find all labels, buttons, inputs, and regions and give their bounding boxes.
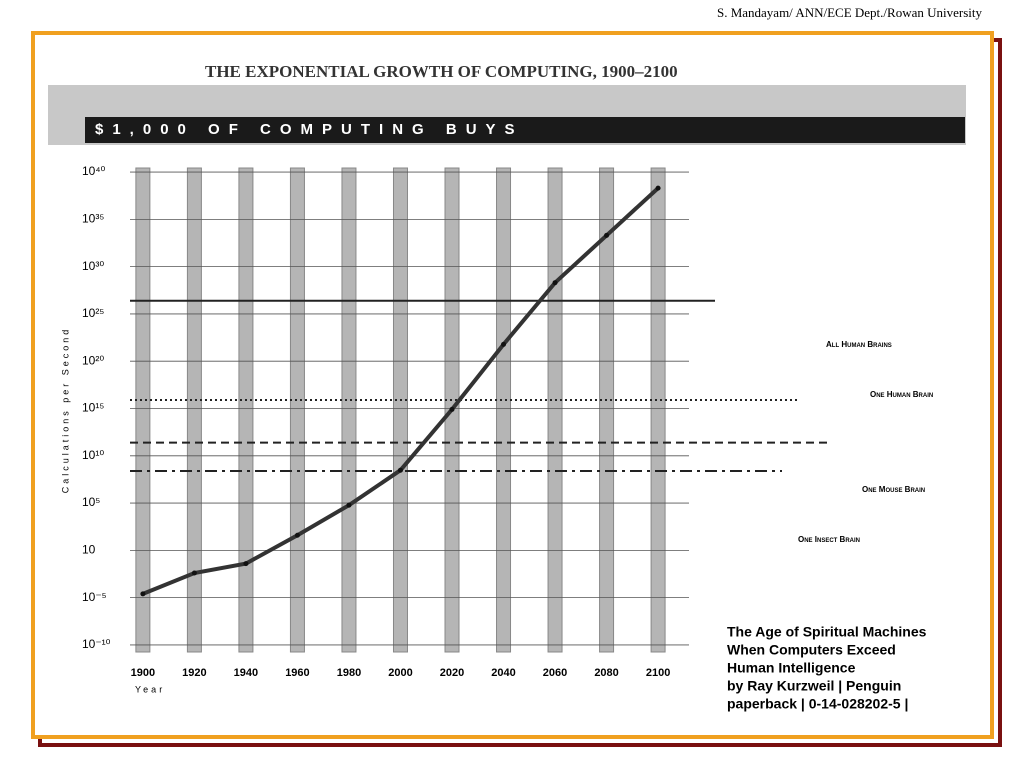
x-axis-label: Year <box>135 684 165 694</box>
grid-column <box>341 167 357 653</box>
grid-column <box>650 167 666 653</box>
y-tick-label: 10²⁵ <box>82 306 104 320</box>
grid-column <box>496 167 512 653</box>
grid-column <box>186 167 202 653</box>
y-tick-label: 10²⁰ <box>82 353 104 367</box>
y-axis-label: Calculations per Second <box>60 327 70 494</box>
y-tick-label: 10³⁰ <box>82 259 104 273</box>
grid-column <box>392 167 408 653</box>
grid-column <box>135 167 151 653</box>
caption-line: When Computers Exceed <box>727 642 896 658</box>
x-tick-label: 2080 <box>594 667 618 679</box>
grid-column <box>289 167 305 653</box>
y-tick-label: 10¹⁵ <box>82 401 104 415</box>
x-tick-label: 2100 <box>646 667 670 679</box>
data-point <box>501 341 507 347</box>
x-tick-label: 2000 <box>388 667 412 679</box>
subtitle-bar <box>85 117 965 143</box>
y-tick-label: 10 <box>82 543 96 557</box>
header: S. Mandayam/ ANN/ECE Dept./Rowan Univers… <box>717 5 983 20</box>
x-tick-label: 1900 <box>131 667 155 679</box>
data-point <box>552 280 558 286</box>
caption-line: The Age of Spiritual Machines <box>727 624 927 640</box>
y-tick-label: 10³⁵ <box>82 212 104 226</box>
reference-label: All Human Brains <box>826 340 892 349</box>
caption-line: by Ray Kurzweil | Penguin <box>727 678 901 694</box>
caption: The Age of Spiritual Machines When Comput… <box>727 624 927 712</box>
x-tick-label: 2020 <box>440 667 464 679</box>
caption-line: Human Intelligence <box>727 660 856 676</box>
y-tick-label: 10⁴⁰ <box>82 164 106 178</box>
y-tick-label: 10⁵ <box>82 495 100 509</box>
data-point <box>294 532 300 538</box>
y-tick-label: 10⁻⁵ <box>82 590 107 604</box>
reference-label: One Insect Brain <box>798 535 860 544</box>
x-tick-label: 1980 <box>337 667 361 679</box>
data-point <box>604 232 610 238</box>
data-point <box>397 467 403 473</box>
data-point <box>140 591 146 597</box>
y-tick-label: 10⁻¹⁰ <box>82 637 111 651</box>
data-point <box>346 502 352 508</box>
data-point <box>243 561 249 567</box>
data-point <box>191 570 197 576</box>
y-tick-label: 10¹⁰ <box>82 448 104 462</box>
x-tick-label: 2040 <box>491 667 515 679</box>
x-tick-label: 1960 <box>285 667 309 679</box>
reference-label: One Mouse Brain <box>862 485 925 494</box>
caption-line: paperback | 0-14-028202-5 | <box>727 696 908 712</box>
grid-column <box>599 167 615 653</box>
data-point <box>655 185 661 191</box>
chart-title: THE EXPONENTIAL GROWTH OF COMPUTING, 190… <box>205 62 678 81</box>
chart-subtitle: $1,000 OF COMPUTING BUYS <box>95 121 524 138</box>
x-tick-label: 1940 <box>234 667 258 679</box>
grid-column <box>238 167 254 653</box>
x-tick-label: 1920 <box>182 667 206 679</box>
reference-label: One Human Brain <box>870 390 933 399</box>
grid-column <box>547 167 563 653</box>
data-point <box>449 406 455 412</box>
x-tick-label: 2060 <box>543 667 567 679</box>
